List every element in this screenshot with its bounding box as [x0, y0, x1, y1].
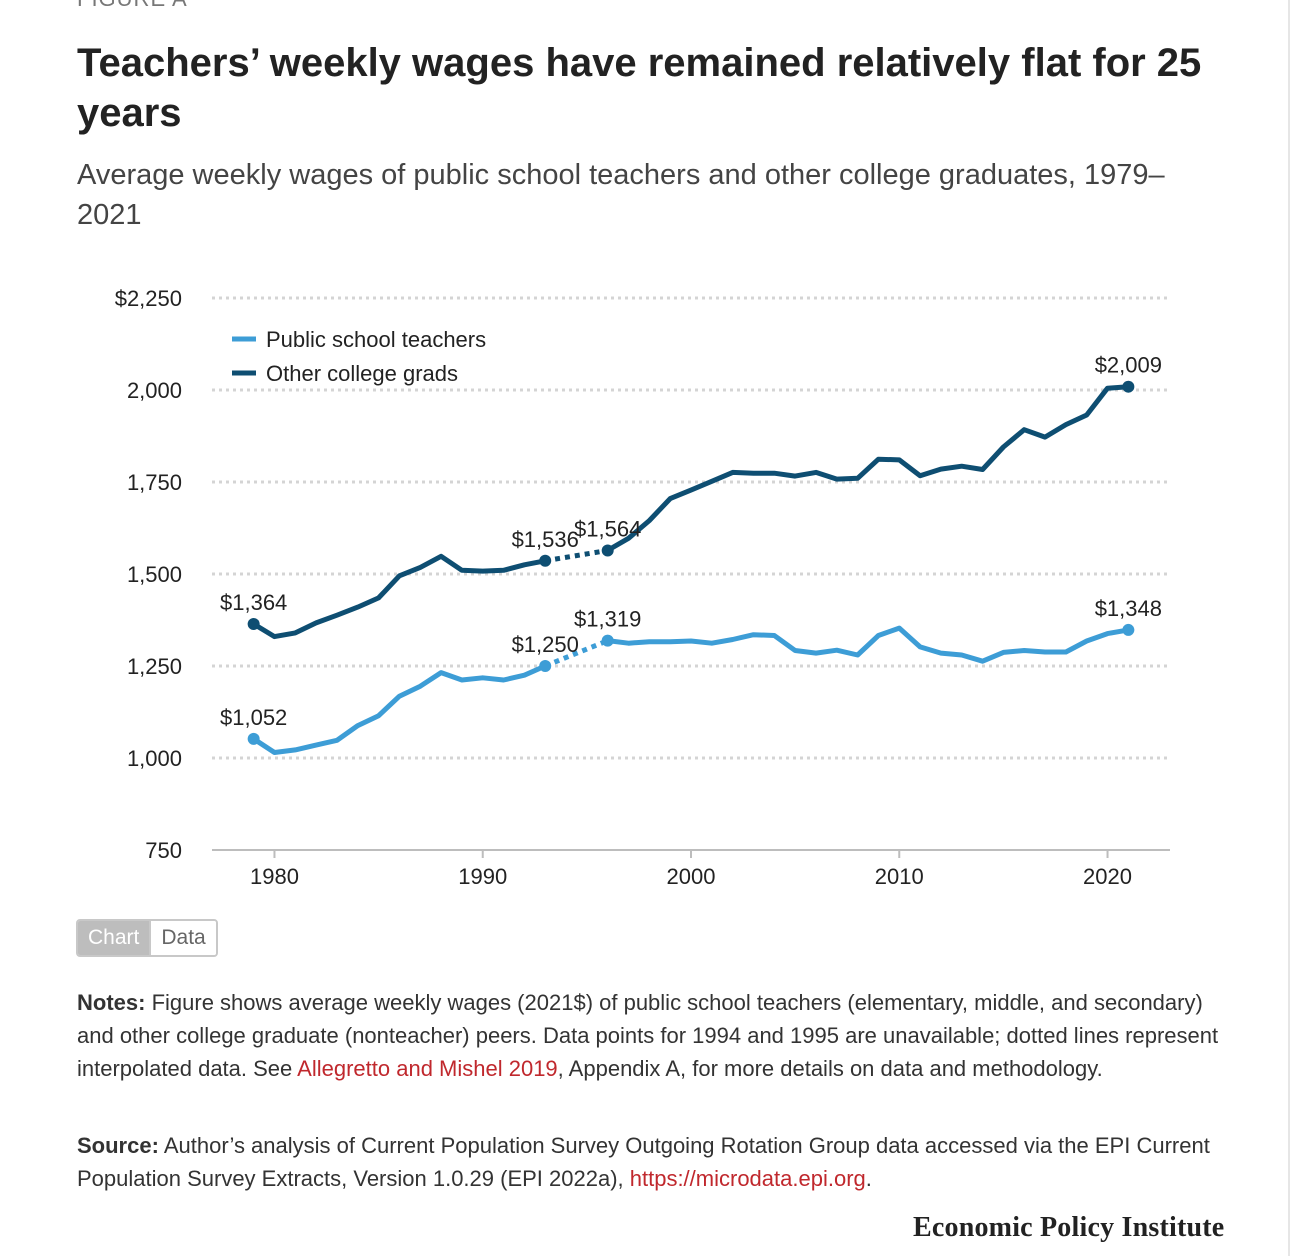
data-tab[interactable]: Data: [149, 921, 216, 955]
y-tick-label: 1,000: [127, 746, 182, 771]
source-text-after: .: [865, 1166, 872, 1191]
legend-label: Other college grads: [266, 361, 458, 386]
data-label: $1,536: [512, 527, 579, 552]
notes: Notes: Figure shows average weekly wages…: [77, 986, 1227, 1085]
interpolated-segment: [544, 638, 609, 669]
y-tick-label: 1,500: [127, 562, 182, 587]
source-text-before: Author’s analysis of Current Population …: [77, 1133, 1210, 1191]
figure-label: FIGURE A: [77, 0, 188, 12]
x-tick-label: 2020: [1083, 864, 1132, 889]
data-point-marker: [601, 544, 614, 557]
data-label: $1,564: [574, 516, 641, 541]
y-tick-label: 1,250: [127, 654, 182, 679]
y-tick-label: 750: [145, 838, 182, 863]
series-line-teachers: [251, 663, 548, 755]
series-line-teachers: [605, 625, 1131, 664]
data-point-marker: [247, 618, 260, 631]
data-point-marker: [539, 554, 552, 567]
x-tick-label: 1990: [458, 864, 507, 889]
source-link[interactable]: https://microdata.epi.org: [629, 1166, 866, 1191]
y-tick-label: 2,000: [127, 378, 182, 403]
notes-reference-link[interactable]: Allegretto and Mishel 2019: [297, 1056, 558, 1081]
notes-text-after: , Appendix A, for more details on data a…: [557, 1056, 1103, 1081]
interpolated-segment: [544, 547, 609, 564]
source-label: Source:: [77, 1133, 159, 1158]
data-point-marker: [601, 634, 614, 647]
data-label: $1,348: [1095, 596, 1162, 621]
line-chart: 750 1,000 1,250 1,500 1,750 2,000 $2,250 1980 19…: [115, 286, 1170, 889]
y-tick-label: $2,250: [115, 286, 182, 311]
notes-label: Notes:: [77, 990, 146, 1015]
series-line-college-grads: [251, 553, 548, 640]
data-label: $2,009: [1095, 353, 1162, 378]
chart-title: Teachers’ weekly wages have remained rel…: [77, 41, 1202, 135]
data-label: $1,250: [512, 632, 579, 657]
data-label: $1,364: [220, 590, 287, 615]
epi-logo: Economic Policy Institute: [913, 1212, 1225, 1243]
data-point-marker: [1122, 623, 1135, 636]
page-edge-rule: [1288, 0, 1290, 1256]
data-point-marker: [1122, 380, 1135, 393]
x-tick-label: 2010: [875, 864, 924, 889]
notes-text-before: Figure shows average weekly wages (2021$…: [77, 990, 1219, 1081]
chart-data-toggle: Chart Data: [76, 919, 218, 957]
legend-label: Public school teachers: [266, 327, 486, 352]
data-label: $1,319: [574, 607, 641, 632]
x-tick-label: 2000: [667, 864, 716, 889]
x-tick-label: 1980: [250, 864, 299, 889]
y-tick-label: 1,750: [127, 470, 182, 495]
chart-subtitle: Average weekly wages of public school te…: [77, 159, 1165, 231]
chart-tab[interactable]: Chart: [78, 921, 150, 955]
series-line-college-grads: [605, 384, 1131, 553]
data-point-marker: [247, 732, 260, 745]
data-label: $1,052: [220, 705, 287, 730]
source: Source: Author’s analysis of Current Pop…: [77, 1129, 1227, 1195]
data-point-marker: [539, 660, 552, 672]
